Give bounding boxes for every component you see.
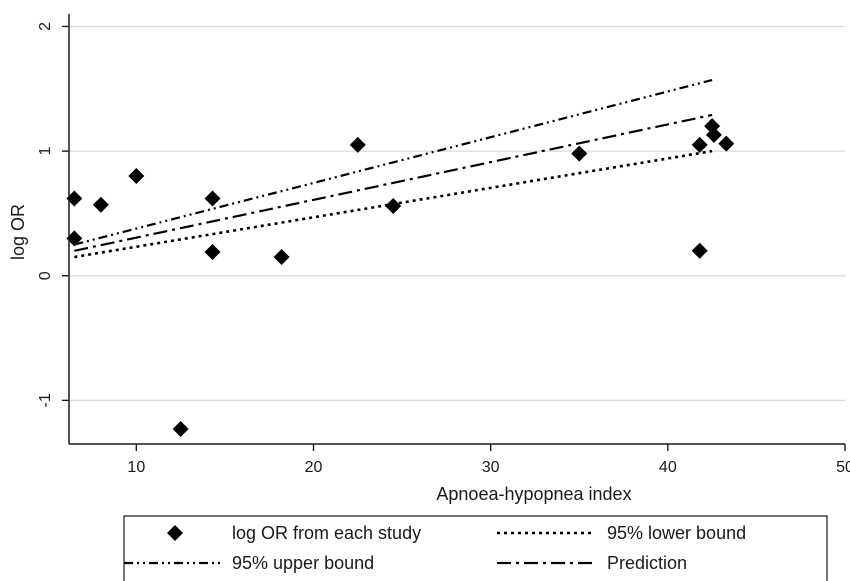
data-point: [385, 197, 402, 214]
x-tick-label: 30: [482, 459, 500, 476]
y-axis-title: log OR: [8, 204, 28, 260]
legend-box: [123, 515, 828, 581]
legend-marker: [167, 525, 183, 541]
data-point: [128, 168, 145, 185]
grid-lines: [69, 25, 845, 401]
data-point: [273, 249, 290, 266]
data-points: [66, 118, 735, 438]
series-line: [74, 78, 713, 246]
x-tick-label: 40: [659, 459, 677, 476]
data-point: [691, 242, 708, 259]
data-point: [172, 421, 189, 438]
legend-label: log OR from each study: [232, 523, 421, 543]
data-point: [349, 136, 366, 153]
data-point: [704, 118, 721, 135]
y-tick-label: 2: [37, 22, 54, 31]
x-tick-label: 10: [127, 459, 145, 476]
series-lines: [74, 78, 713, 259]
data-point: [718, 135, 735, 152]
data-point: [66, 230, 83, 247]
ticks: -1 0 1 2 10 20 30 40 50: [37, 22, 850, 476]
x-tick-label: 20: [305, 459, 323, 476]
y-tick-label: 1: [37, 147, 54, 156]
data-point: [204, 190, 221, 207]
data-point: [92, 196, 109, 213]
data-point: [705, 126, 722, 143]
x-axis-title: Apnoea-hypopnea index: [436, 484, 631, 504]
data-point: [571, 145, 588, 162]
y-tick-label: -1: [37, 393, 54, 407]
axes: [68, 14, 845, 445]
legend-label: 95% upper bound: [232, 553, 374, 573]
legend-label: Prediction: [607, 553, 687, 573]
x-tick-label: 50: [836, 459, 850, 476]
data-point: [66, 190, 83, 207]
legend: log OR from each study 95% lower bound 95%…: [123, 515, 828, 581]
data-point: [691, 136, 708, 153]
series-line: [74, 113, 713, 252]
data-point: [204, 244, 221, 261]
y-tick-label: 0: [37, 271, 54, 280]
legend-label: 95% lower bound: [607, 523, 746, 543]
